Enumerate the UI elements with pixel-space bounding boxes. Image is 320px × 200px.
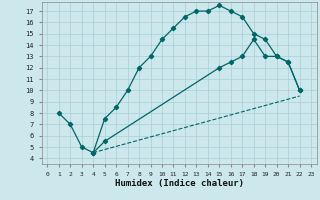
X-axis label: Humidex (Indice chaleur): Humidex (Indice chaleur) [115,179,244,188]
